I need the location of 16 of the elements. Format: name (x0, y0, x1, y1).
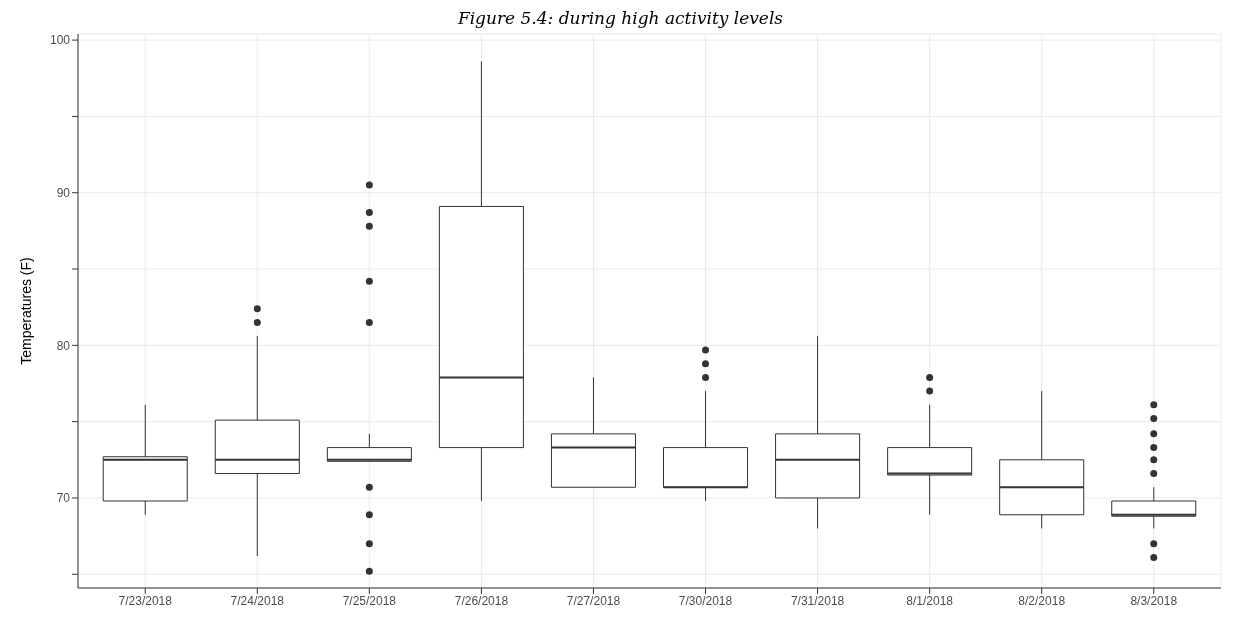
y-tick-label: 100 (49, 33, 71, 48)
x-tick-label: 7/30/2018 (678, 593, 733, 608)
y-tick-label: 70 (56, 491, 71, 506)
y-tick-label: 80 (56, 338, 71, 353)
x-tick-label: 7/27/2018 (566, 593, 621, 608)
x-tick-label: 7/23/2018 (118, 593, 173, 608)
x-tick-label: 8/1/2018 (906, 593, 954, 608)
x-tick-label: 8/3/2018 (1130, 593, 1178, 608)
y-axis-title: Temperatures (F) (17, 257, 34, 365)
x-tick-label: 7/31/2018 (790, 593, 845, 608)
x-tick-label: 7/24/2018 (230, 593, 285, 608)
x-tick-label: 8/2/2018 (1018, 593, 1066, 608)
x-tick-label: 7/26/2018 (454, 593, 509, 608)
chart-title: Figure 5.4: during high activity levels (456, 8, 785, 30)
x-tick-label: 7/25/2018 (342, 593, 397, 608)
y-tick-label: 90 (56, 185, 71, 200)
